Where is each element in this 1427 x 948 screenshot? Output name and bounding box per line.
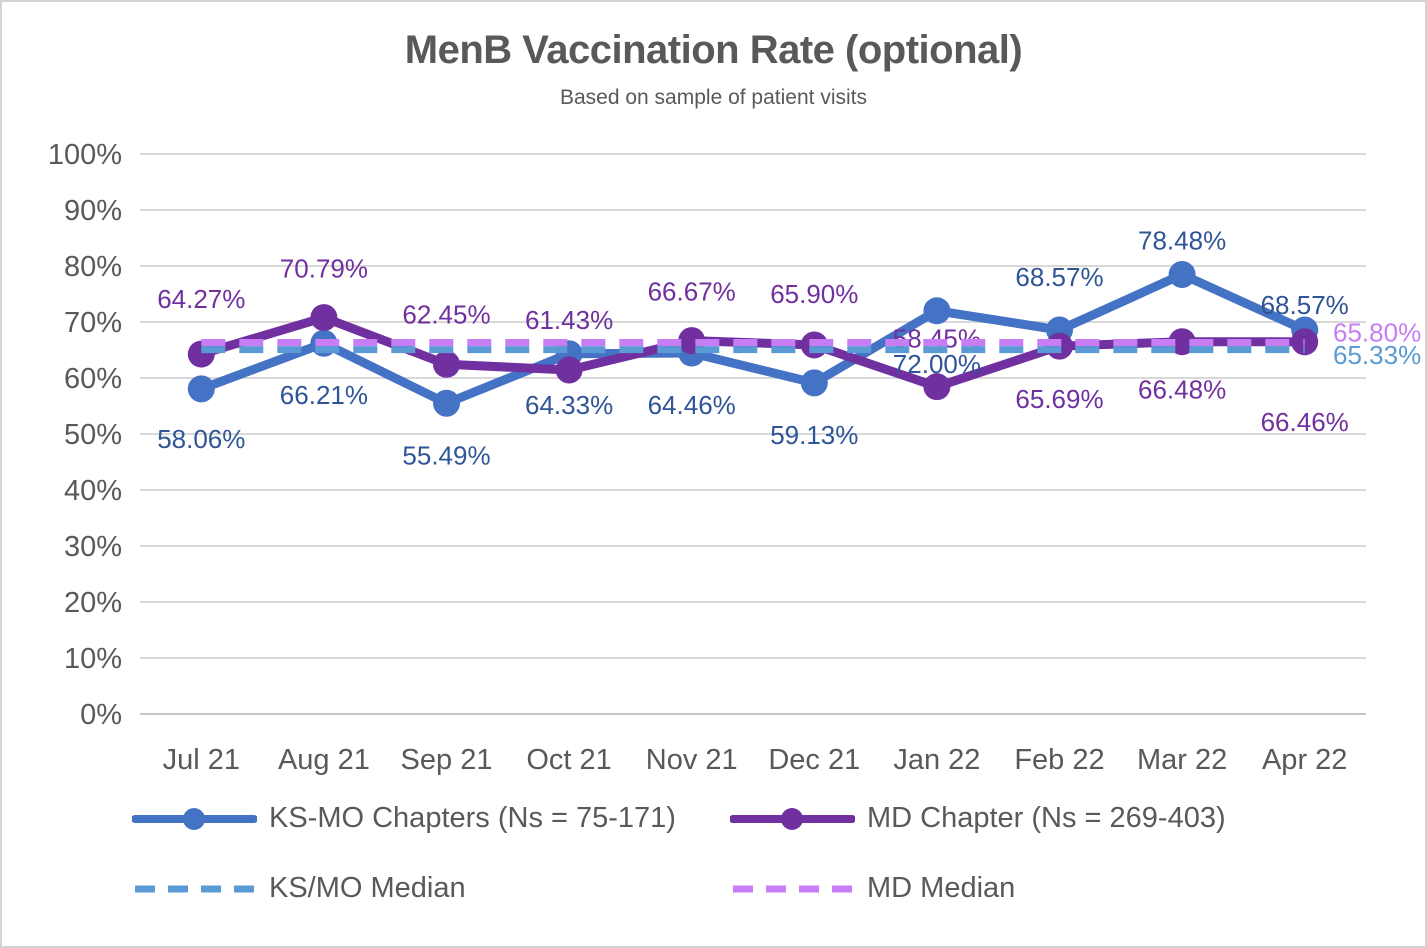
ksmo-data-label: 55.49%	[402, 440, 490, 470]
y-tick-label: 10%	[64, 643, 122, 675]
y-tick-label: 40%	[64, 475, 122, 507]
ksmo-marker	[1168, 261, 1196, 289]
chart-subtitle: Based on sample of patient visits	[559, 86, 867, 109]
md-marker	[310, 304, 338, 332]
md-data-label: 65.69%	[1015, 384, 1103, 414]
md-data-label: 66.46%	[1261, 407, 1349, 437]
md-median-swatch	[733, 885, 852, 892]
md-data-label: 61.43%	[525, 305, 613, 335]
ksmo-data-label: 58.06%	[157, 424, 245, 454]
chart-title: MenB Vaccination Rate (optional)	[404, 28, 1023, 72]
y-tick-label: 80%	[64, 251, 122, 283]
md-marker	[1168, 328, 1196, 356]
md-data-label: 66.48%	[1138, 375, 1226, 405]
md-data-label: 64.27%	[157, 284, 245, 314]
legend-item-md-series: MD Chapter (Ns = 269-403)	[730, 802, 1226, 835]
x-tick-label: Nov 21	[646, 744, 738, 776]
legend-label-ksmo-median: KS/MO Median	[269, 872, 466, 904]
legend-label-ksmo-series: KS-MO Chapters (Ns = 75-171)	[269, 802, 676, 834]
ksmo-marker	[433, 389, 460, 417]
md-data-label: 66.67%	[648, 277, 736, 307]
legend-item-ksmo-series: KS-MO Chapters (Ns = 75-171)	[132, 802, 676, 835]
md-marker	[923, 373, 951, 401]
legend-label-md-median: MD Median	[867, 872, 1016, 904]
ksmo-median-label: 65.33%	[1333, 340, 1421, 370]
x-tick-label: Jan 22	[893, 744, 980, 776]
md-marker	[555, 356, 583, 384]
y-tick-label: 70%	[64, 307, 122, 339]
ksmo-data-label: 68.57%	[1261, 290, 1349, 320]
y-tick-label: 100%	[48, 139, 122, 171]
ksmo-series-line	[196, 270, 1310, 408]
md-data-label: 65.90%	[770, 279, 858, 309]
ksmo-marker	[187, 375, 215, 403]
x-tick-label: Apr 22	[1262, 744, 1347, 776]
md-series-swatch	[730, 807, 855, 830]
legend-label-md-series: MD Chapter (Ns = 269-403)	[867, 802, 1226, 834]
ksmo-series-swatch	[132, 807, 257, 830]
x-tick-label: Mar 22	[1137, 744, 1227, 776]
y-tick-label: 60%	[64, 363, 122, 395]
ksmo-data-label: 64.46%	[648, 390, 736, 420]
ksmo-data-label: 66.21%	[280, 380, 368, 410]
x-tick-label: Oct 21	[526, 744, 611, 776]
x-tick-label: Sep 21	[401, 744, 493, 776]
ksmo-data-label: 64.33%	[525, 390, 613, 420]
md-data-label: 70.79%	[280, 254, 368, 284]
md-median-label: 65.80%	[1333, 318, 1421, 348]
y-tick-label: 90%	[64, 195, 122, 227]
y-tick-label: 0%	[80, 699, 122, 731]
ksmo-data-label: 59.13%	[770, 420, 858, 450]
y-tick-label: 50%	[64, 419, 122, 451]
ksmo-data-label: 72.00%	[893, 349, 981, 379]
x-tick-label: Feb 22	[1014, 744, 1104, 776]
md-marker	[1046, 332, 1073, 360]
legend-item-ksmo-median: KS/MO Median	[132, 872, 466, 905]
md-data-label: 62.45%	[402, 299, 490, 329]
x-tick-label: Jul 21	[163, 744, 240, 776]
x-tick-label: Aug 21	[278, 744, 370, 776]
y-tick-label: 30%	[64, 531, 122, 563]
md-marker	[433, 350, 460, 378]
x-tick-label: Dec 21	[768, 744, 860, 776]
ksmo-median-swatch	[135, 885, 254, 892]
ksmo-data-label: 68.57%	[1015, 262, 1103, 292]
ksmo-marker	[923, 297, 951, 325]
ksmo-data-label: 78.48%	[1138, 226, 1226, 256]
legend-item-md-median: MD Median	[730, 872, 1015, 905]
ksmo-marker	[800, 369, 828, 397]
y-tick-label: 20%	[64, 587, 122, 619]
